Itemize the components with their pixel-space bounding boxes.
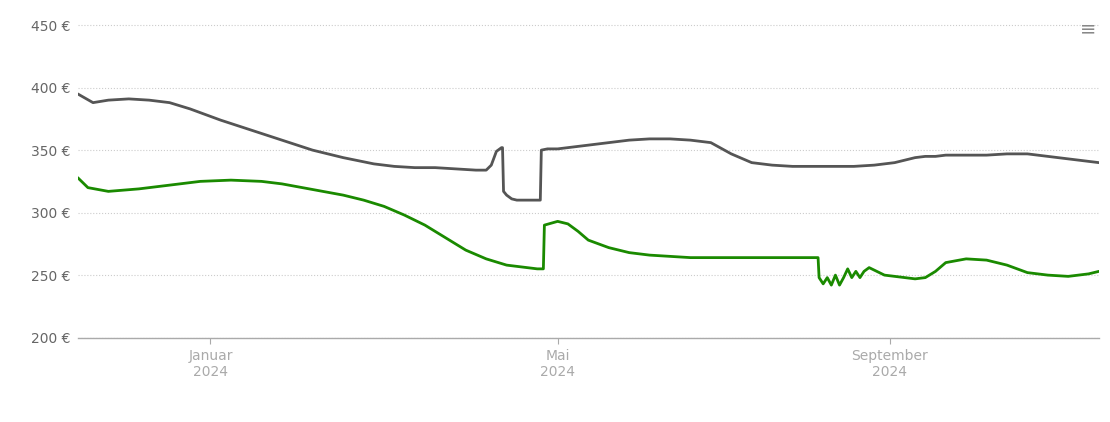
Text: ≡: ≡	[1080, 19, 1097, 38]
